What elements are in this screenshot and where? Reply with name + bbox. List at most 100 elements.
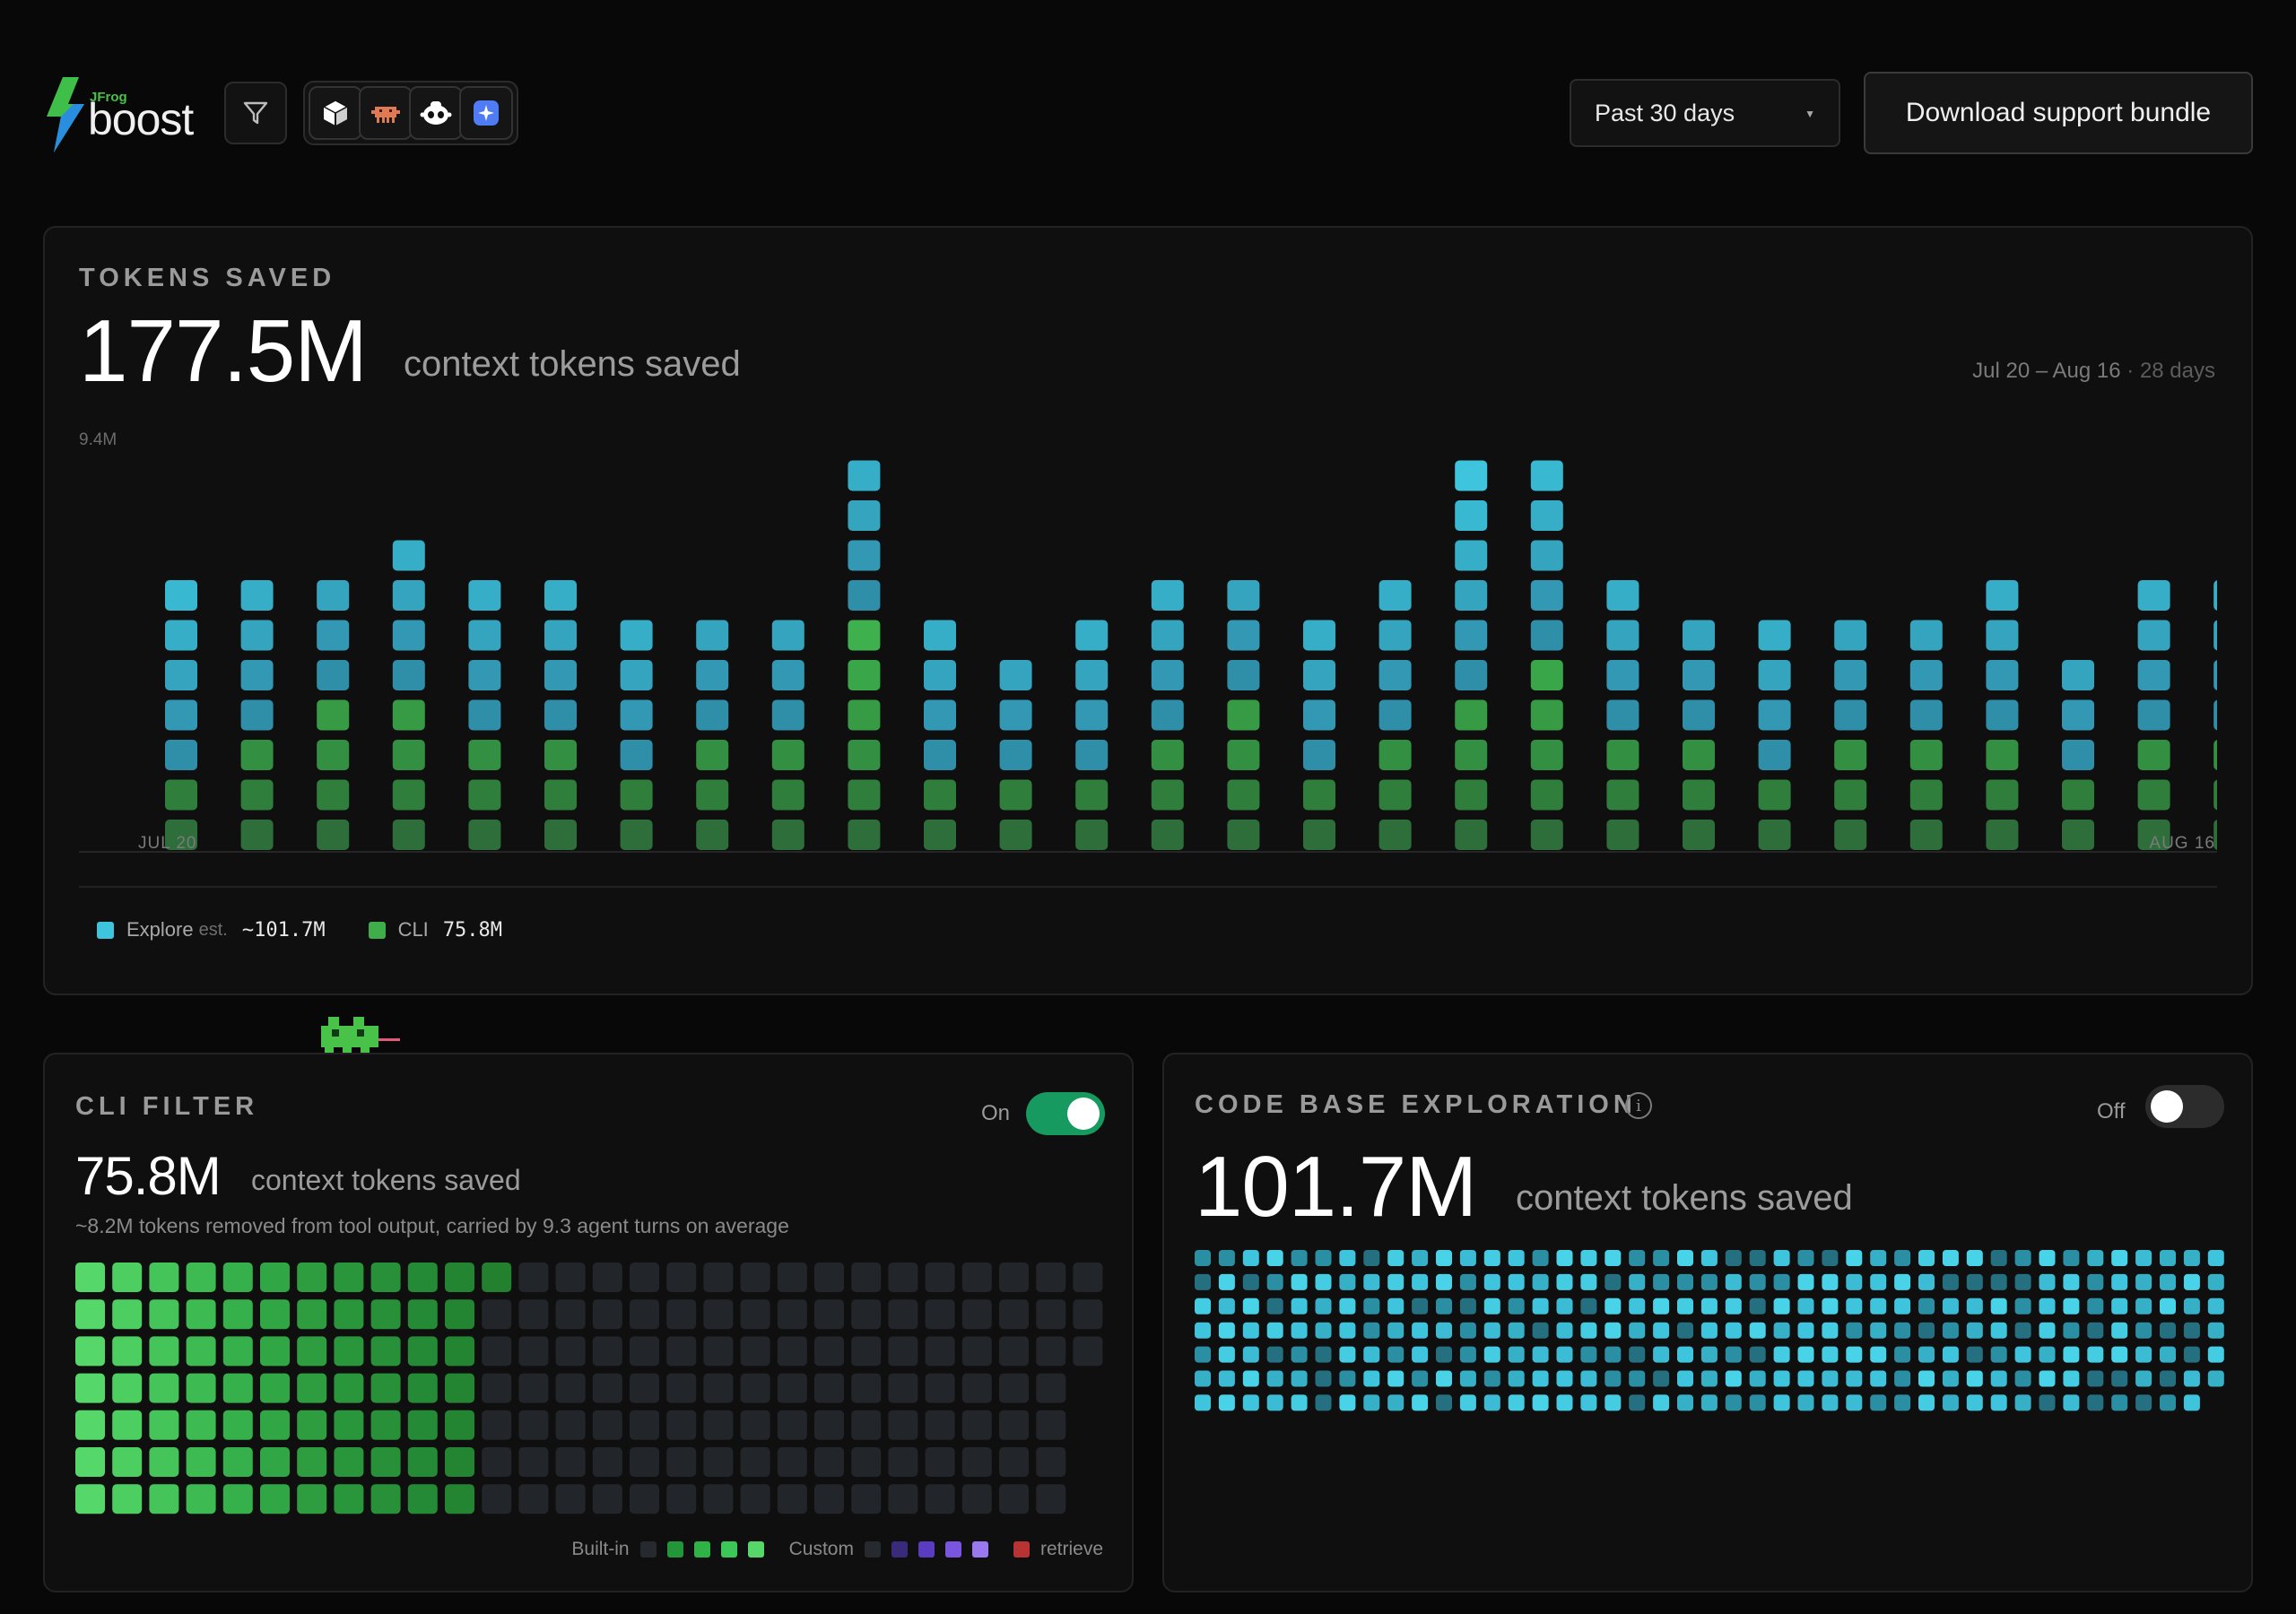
chart-block-cli	[1227, 820, 1260, 850]
code-cell	[1195, 1394, 1211, 1411]
cli-cell-filled	[260, 1336, 290, 1367]
cli-cell-empty	[740, 1299, 770, 1330]
chart-block-explore	[544, 660, 577, 690]
cli-cell-empty	[518, 1447, 549, 1477]
date-range-select[interactable]: Past 30 days ▼	[1570, 79, 1840, 147]
crab-icon	[371, 107, 400, 123]
agent-cube-button[interactable]	[309, 86, 362, 140]
code-cell	[1339, 1297, 1356, 1315]
cli-cell-empty	[630, 1447, 659, 1477]
chart-bar[interactable]	[1909, 620, 1943, 851]
agent-sparkle-button[interactable]	[459, 86, 513, 140]
code-cell	[1315, 1322, 1332, 1339]
chart-bar[interactable]	[999, 660, 1032, 850]
code-cell	[2135, 1370, 2152, 1387]
cli-cell-filled	[222, 1484, 253, 1514]
chart-bar[interactable]	[1151, 580, 1184, 850]
code-cell	[2063, 1322, 2080, 1339]
chart-bar[interactable]	[1530, 460, 1563, 851]
chart-bar[interactable]	[620, 620, 653, 851]
boost-logo[interactable]: JFrog boost	[43, 77, 222, 152]
chart-bar[interactable]	[2062, 660, 2094, 850]
chart-bar[interactable]	[1378, 580, 1412, 850]
chart-block-cli	[317, 740, 350, 770]
chart-bar[interactable]	[240, 580, 274, 850]
cli-cell-empty	[925, 1373, 955, 1403]
code-cell	[1242, 1370, 1259, 1387]
code-cell	[1387, 1273, 1405, 1290]
chart-bar[interactable]	[1455, 460, 1488, 851]
chart-block-explore	[1909, 660, 1943, 690]
chart-bar[interactable]	[1758, 620, 1791, 851]
chart-block-explore	[1758, 620, 1791, 651]
code-cell	[1990, 1273, 2007, 1290]
info-icon[interactable]: i	[1625, 1092, 1652, 1119]
chart-block-cli	[317, 820, 350, 850]
chart-block-explore	[924, 699, 956, 731]
chart-bar[interactable]	[165, 580, 197, 850]
cli-cell-empty	[814, 1484, 844, 1514]
cli-cell-filled	[407, 1484, 438, 1514]
chart-bar[interactable]	[1986, 580, 2019, 850]
chart-block-cli	[1227, 740, 1260, 770]
cli-cell-empty	[482, 1299, 512, 1330]
cli-cell-filled	[186, 1336, 216, 1367]
code-cell	[1918, 1297, 1935, 1315]
code-cell	[1387, 1346, 1405, 1363]
code-cell	[1605, 1322, 1622, 1339]
chart-bar[interactable]	[1606, 580, 1639, 850]
cli-cell-empty	[961, 1447, 992, 1477]
code-cell	[1459, 1370, 1476, 1387]
cli-filter-toggle[interactable]	[1026, 1092, 1105, 1135]
code-base-subtitle: context tokens saved	[1516, 1178, 1853, 1218]
cli-filter-subtitle: context tokens saved	[251, 1164, 521, 1196]
agent-robot-button[interactable]	[409, 86, 463, 140]
code-cell	[2135, 1250, 2152, 1266]
chart-bar[interactable]	[1303, 620, 1335, 851]
cli-cell-empty	[851, 1447, 882, 1477]
cli-cell-filled	[149, 1410, 179, 1440]
code-cell	[1315, 1273, 1332, 1290]
chart-bar[interactable]	[696, 620, 729, 851]
code-cell	[1629, 1370, 1646, 1387]
chart-bar[interactable]	[924, 620, 956, 851]
download-support-bundle-button[interactable]: Download support bundle	[1864, 72, 2253, 154]
chart-bar[interactable]	[1075, 620, 1109, 851]
chart-bar[interactable]	[392, 540, 425, 851]
chart-block-explore	[1303, 660, 1335, 690]
code-cell	[1412, 1322, 1429, 1339]
chart-bar[interactable]	[317, 580, 350, 850]
agent-crab-button[interactable]	[359, 86, 413, 140]
code-cell	[2014, 1394, 2031, 1411]
code-cell	[1459, 1297, 1476, 1315]
cli-cell-empty	[630, 1299, 659, 1330]
tokens-saved-value: 177.5M	[79, 301, 368, 400]
cli-cell-filled	[407, 1373, 438, 1403]
chart-block-explore	[1834, 620, 1867, 651]
code-cell	[1218, 1250, 1235, 1266]
cli-cell-empty	[777, 1447, 807, 1477]
chart-bar[interactable]	[848, 460, 881, 851]
code-cell	[2014, 1297, 2031, 1315]
cli-cell-empty	[851, 1373, 882, 1403]
cli-cell-empty	[1073, 1299, 1103, 1330]
chart-bar[interactable]	[1227, 580, 1260, 850]
code-cell	[1315, 1346, 1332, 1363]
chart-bar[interactable]	[1834, 620, 1867, 851]
chart-bar[interactable]	[771, 620, 804, 851]
code-cell	[1653, 1273, 1670, 1290]
chart-bar[interactable]	[1683, 620, 1715, 851]
chart-bar[interactable]	[2137, 580, 2170, 850]
code-cell	[2014, 1346, 2031, 1363]
chart-block-cli	[1909, 779, 1943, 811]
tokens-saved-label: TOKENS SAVED	[79, 264, 336, 292]
cli-cell-empty	[814, 1373, 844, 1403]
chart-block-cli	[1151, 820, 1184, 850]
cli-cell-empty	[740, 1336, 770, 1367]
code-base-toggle[interactable]	[2145, 1085, 2224, 1128]
chart-bar[interactable]	[544, 580, 577, 850]
chart-block-cli	[2137, 779, 2170, 811]
chart-bar[interactable]	[2213, 580, 2217, 850]
filter-button[interactable]	[224, 82, 287, 144]
chart-bar[interactable]	[468, 580, 501, 850]
